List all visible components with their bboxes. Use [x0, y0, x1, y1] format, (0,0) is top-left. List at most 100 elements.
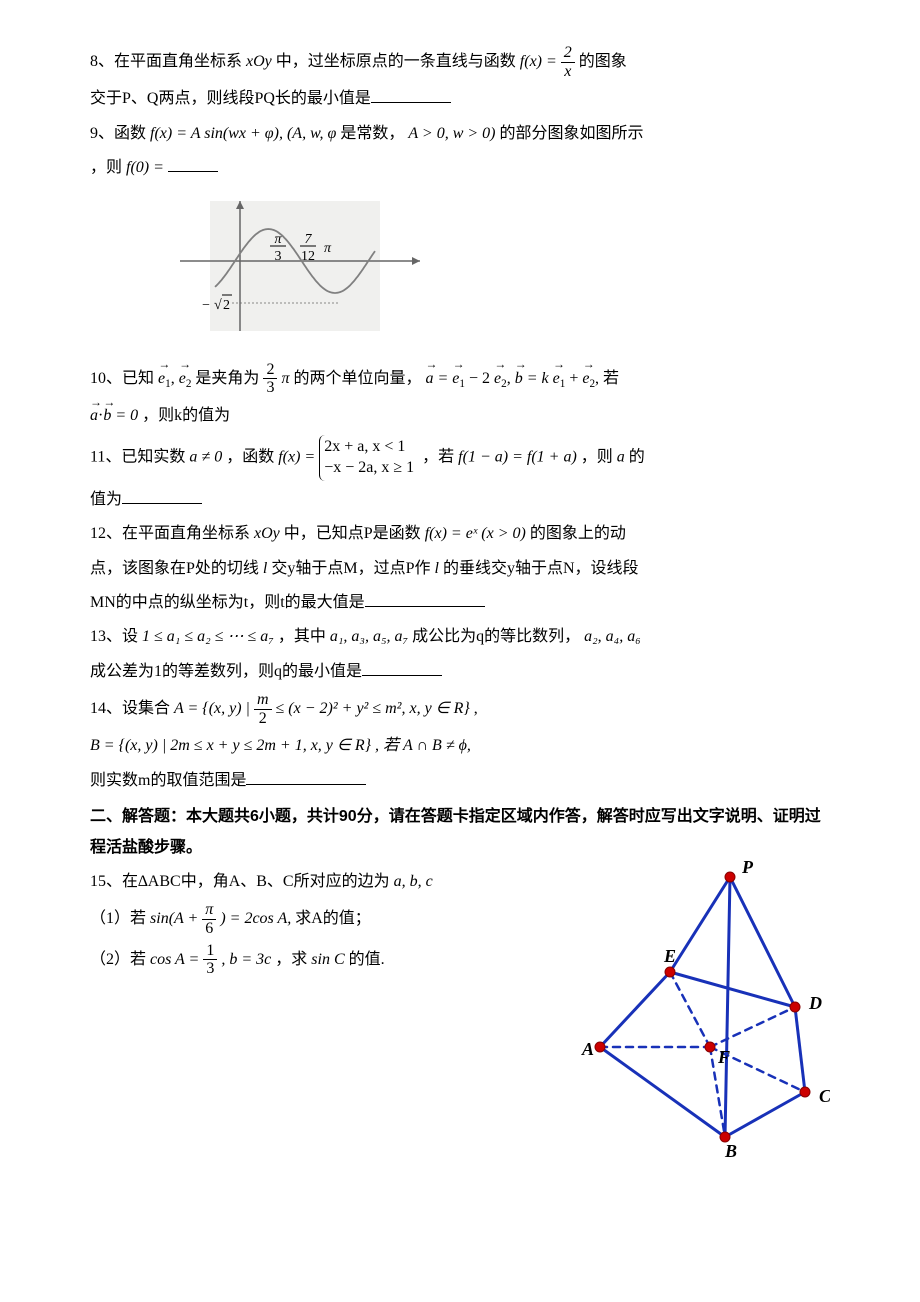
q13-mid1: ，其中 — [278, 628, 326, 645]
geo-figure: PABCDEF — [570, 857, 830, 1168]
q11-aneq: a ≠ 0 — [189, 449, 222, 466]
q14-line3: 则实数m的取值范围是 — [90, 766, 830, 796]
q8-blank — [371, 86, 451, 103]
q15-p1-frac-n: π — [202, 901, 216, 920]
q12-line2-text: 点，该图象在P处的切线 — [90, 560, 259, 577]
q9-f0: f(0) = — [126, 159, 164, 176]
q15-p1-prefix: （1）若 — [90, 910, 146, 927]
q14-B-def: B = {(x, y) | 2m ≤ x + y ≤ 2m + 1, x, y … — [90, 737, 371, 754]
svg-text:2: 2 — [223, 298, 230, 313]
q9-prefix: 9、函数 — [90, 125, 146, 142]
q9-line1: 9、函数 f(x) = A sin(wx + φ), (A, w, φ 是常数，… — [90, 119, 830, 149]
q14-frac-n: m — [254, 691, 272, 710]
q14-A-def2: ≤ (x − 2)² + y² ≤ m², x, y ∈ R} — [276, 700, 470, 717]
q12-xoy: xOy — [254, 525, 280, 542]
q10-line2-suffix: ，则k的值为 — [142, 407, 230, 424]
svg-text:π: π — [274, 232, 282, 247]
q8-xoy: xOy — [246, 53, 272, 70]
q12-prefix: 12、在平面直角坐标系 — [90, 525, 250, 542]
q10-b: b — [515, 364, 523, 394]
q13-line1: 13、设 1 ≤ a₁ ≤ a₂ ≤ ⋯ ≤ a₇ ，其中 a₁, a₃, a₅… — [90, 622, 830, 652]
q12-line3-text: MN的中点的纵坐标为t，则t的最大值是 — [90, 594, 365, 611]
q10-e2: e2 — [179, 364, 192, 395]
q8-frac-d: x — [561, 63, 575, 81]
q12-l2: l — [435, 560, 439, 577]
q10-e2c-sub: 2 — [589, 378, 595, 390]
q12-line1: 12、在平面直角坐标系 xOy 中，已知点P是函数 f(x) = eˣ (x >… — [90, 519, 830, 549]
q10-e2b: e2 — [494, 364, 507, 395]
q14-line1: 14、设集合 A = {(x, y) | m2 ≤ (x − 2)² + y² … — [90, 691, 830, 727]
q15-p2-cond: cos A = — [150, 950, 199, 967]
q10-comma2: , — [507, 370, 515, 387]
q10-frac: 23 — [263, 361, 277, 397]
q15-p1-suffix: 求A的值； — [295, 910, 371, 927]
q15-p2-frac-n: 1 — [203, 942, 217, 961]
q10-eq1: = — [433, 370, 452, 387]
q9-mid: 是常数， — [340, 125, 404, 142]
q9-cond: A > 0, w > 0) — [408, 125, 495, 142]
q15-p1-expr1: sin(A + — [150, 910, 198, 927]
q14-frac-d: 2 — [254, 710, 272, 728]
q8-frac: 2 x — [561, 44, 575, 80]
q10-mid2: 的两个单位向量， — [293, 370, 421, 387]
q12-mid1: 中，已知点P是函数 — [284, 525, 421, 542]
q12-mid2: 交y轴于点M，过点P作 — [271, 560, 430, 577]
q14-A-def1: A = {(x, y) | — [174, 700, 250, 717]
sine-figure: π3712π−√2 — [170, 191, 830, 352]
q11-case1: 2x + a, x < 1 — [324, 437, 414, 458]
q9-func: f(x) = A sin(wx + φ), (A, w, φ — [150, 125, 336, 142]
svg-text:D: D — [808, 993, 822, 1013]
q11-mid2: ，若 — [422, 449, 454, 466]
svg-text:E: E — [663, 946, 676, 966]
q11-suffix: 的 — [629, 449, 645, 466]
q10-pi: π — [281, 370, 289, 387]
q11-mid3: ，则 — [581, 449, 613, 466]
q11-blank — [122, 487, 202, 504]
q10-e1-sub: 1 — [165, 378, 171, 390]
q8-mid2: 的图象 — [579, 53, 627, 70]
q9-line2a: ，则 — [90, 159, 122, 176]
q15-p2-frac-d: 3 — [203, 960, 217, 978]
q13-mid2: 成公比为q的等比数列， — [412, 628, 580, 645]
q12-fx: f(x) = eˣ (x > 0) — [425, 525, 526, 542]
q10-e2-sub: 2 — [186, 378, 192, 390]
q10-b2: b — [103, 401, 111, 431]
q10-e1c-sub: 1 — [560, 378, 566, 390]
geo-svg: PABCDEF — [570, 857, 830, 1157]
svg-text:3: 3 — [275, 249, 282, 264]
q11-cases: 2x + a, x < 1 −x − 2a, x ≥ 1 — [319, 435, 418, 481]
q11-line1: 11、已知实数 a ≠ 0 ，函数 f(x) = 2x + a, x < 1 −… — [90, 435, 830, 481]
q10-plus: + — [565, 370, 582, 387]
q11-line2: 值为 — [90, 485, 830, 515]
svg-text:12: 12 — [301, 249, 315, 264]
q10-eq0: = 0 — [115, 407, 138, 424]
svg-text:P: P — [741, 857, 754, 877]
q15-p1-frac: π6 — [202, 901, 216, 937]
q10-prefix: 10、已知 — [90, 370, 154, 387]
q13-line2: 成公差为1的等差数列，则q的最小值是 — [90, 657, 830, 687]
q8-frac-n: 2 — [561, 44, 575, 63]
q15-p2-suffix: ，求 — [275, 950, 307, 967]
q10-eq2: = k — [523, 370, 549, 387]
q10-e1: e1 — [158, 364, 171, 395]
q15-abc: a, b, c — [394, 873, 433, 890]
q10-a: a — [425, 364, 433, 394]
q14-prefix: 14、设集合 — [90, 700, 170, 717]
sine-svg: π3712π−√2 — [170, 191, 430, 341]
q15-p2-cond2: , b = 3c — [221, 950, 271, 967]
q10-e2b-sub: 2 — [501, 378, 507, 390]
q9-blank — [168, 155, 218, 172]
q10-e1b: e1 — [452, 364, 465, 395]
q14-frac: m2 — [254, 691, 272, 727]
q15-p2-prefix: （2）若 — [90, 950, 146, 967]
q8-line2: 交于P、Q两点，则线段PQ长的最小值是 — [90, 84, 830, 114]
q11-mid1: ，函数 — [226, 449, 274, 466]
q12-line3: MN的中点的纵坐标为t，则t的最大值是 — [90, 588, 830, 618]
q13-odd: a₁, a₃, a₅, a₇ — [330, 628, 408, 645]
q9-suffix: 的部分图象如图所示 — [500, 125, 644, 142]
q14-cond: , 若 A ∩ B ≠ ϕ, — [375, 737, 471, 754]
q11-line2-text: 值为 — [90, 491, 122, 508]
q13-line2-text: 成公差为1的等差数列，则q的最小值是 — [90, 663, 362, 680]
q13-blank — [362, 659, 442, 676]
q10-frac-n: 2 — [263, 361, 277, 380]
